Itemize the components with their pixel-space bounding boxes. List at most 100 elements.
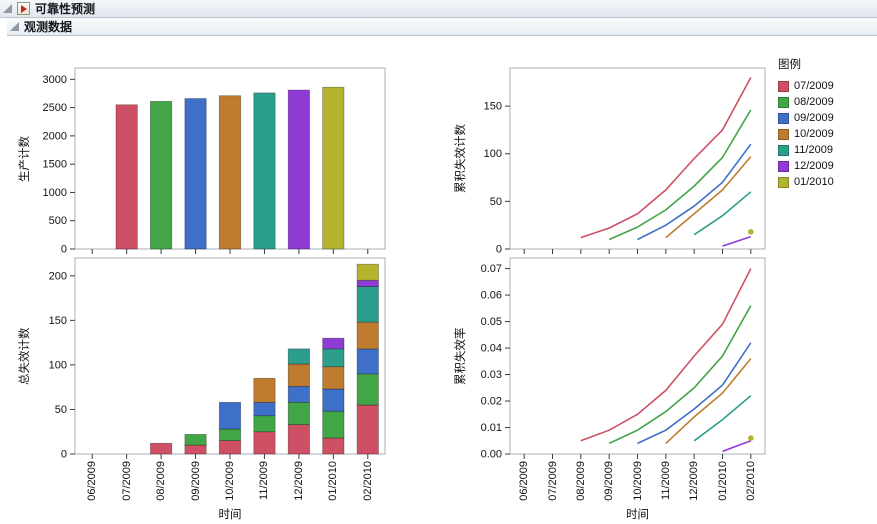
outline-title-observed-data[interactable]: 观测数据: [24, 20, 73, 34]
cumulative-failure-rate-line-chart[interactable]: 0.00 0.01 0.02 0.03 0.04 0.05 0.06 0.07: [465, 250, 770, 461]
bar-segment-08/2009[interactable]: [184, 433, 207, 446]
x-tick-label[interactable]: 12/2009: [688, 461, 701, 501]
line-09/2009[interactable]: [637, 342, 752, 445]
legend-label: 11/2009: [794, 144, 833, 156]
y-tick-label: 1000: [43, 187, 67, 199]
line-09/2009[interactable]: [637, 143, 752, 241]
line-12/2009[interactable]: [722, 440, 752, 453]
legend-swatch: [778, 144, 789, 156]
bar-10/2009[interactable]: [218, 95, 242, 250]
bar-segment-07/2009[interactable]: [150, 442, 173, 455]
outline-header-reliability-forecast[interactable]: 可靠性预测: [0, 0, 877, 18]
x-tick-label[interactable]: 10/2009: [224, 461, 236, 501]
bar-segment-11/2009[interactable]: [356, 286, 379, 323]
point-01/2010[interactable]: [748, 229, 754, 235]
bar-segment-09/2009[interactable]: [356, 348, 379, 375]
x-tick-label[interactable]: 08/2009: [574, 461, 587, 501]
line-08/2009[interactable]: [608, 109, 752, 241]
bar-segment-12/2009[interactable]: [322, 337, 345, 350]
y-tick-label: 0: [61, 449, 67, 461]
line-10/2009[interactable]: [665, 358, 752, 444]
x-tick-label[interactable]: 08/2009: [155, 461, 168, 501]
outline-header-observed-data[interactable]: 观测数据: [7, 18, 877, 36]
x-tick-label[interactable]: 02/2010: [361, 461, 374, 501]
x-tick-label[interactable]: 06/2009: [86, 461, 99, 501]
x-tick-label[interactable]: 01/2010: [327, 461, 340, 501]
chart-canvas: 0 500 1000 1500 2000 2500 3000: [43, 67, 386, 256]
legend-item-01/2010[interactable]: 01/2010: [778, 174, 834, 190]
x-tick-label[interactable]: 11/2009: [659, 461, 672, 500]
line-08/2009[interactable]: [608, 305, 752, 445]
bar-segment-12/2009[interactable]: [356, 279, 379, 287]
bar-segment-08/2009[interactable]: [322, 410, 345, 439]
x-axis-title-time-right[interactable]: 时间: [626, 509, 649, 521]
line-12/2009[interactable]: [722, 235, 752, 247]
bar-segment-10/2009[interactable]: [322, 366, 345, 390]
bar-segment-01/2010[interactable]: [356, 263, 379, 281]
bar-segment-09/2009[interactable]: [322, 388, 345, 412]
bar-segment-07/2009[interactable]: [253, 431, 276, 455]
bar-11/2009[interactable]: [253, 92, 276, 250]
x-tick-label[interactable]: 09/2009: [189, 461, 202, 501]
x-tick-label[interactable]: 10/2009: [631, 461, 644, 501]
bar-segment-09/2009[interactable]: [287, 385, 310, 403]
bar-01/2010[interactable]: [322, 86, 345, 250]
bar-segment-10/2009[interactable]: [287, 363, 310, 387]
x-tick-label[interactable]: 01/2010: [716, 461, 729, 501]
bar-segment-08/2009[interactable]: [253, 415, 276, 433]
bar-segment-07/2009[interactable]: [184, 444, 207, 455]
x-tick-label[interactable]: 06/2009: [518, 461, 531, 501]
y-tick-label: 0.05: [481, 316, 502, 328]
point-01/2010[interactable]: [748, 435, 754, 441]
x-axis-title-time-left[interactable]: 时间: [218, 509, 242, 521]
x-tick-label[interactable]: 07/2009: [120, 461, 133, 501]
line-10/2009[interactable]: [665, 156, 752, 239]
legend-item-07/2009[interactable]: 07/2009: [778, 78, 834, 94]
bar-segment-07/2009[interactable]: [356, 404, 379, 455]
legend-item-09/2009[interactable]: 09/2009: [778, 110, 834, 126]
bar-segment-08/2009[interactable]: [218, 428, 242, 442]
y-tick-label: 500: [49, 215, 67, 227]
legend-swatch: [778, 128, 789, 140]
legend-item-11/2009[interactable]: 11/2009: [778, 142, 834, 158]
plot-frame: [509, 257, 766, 455]
bar-segment-09/2009[interactable]: [253, 401, 276, 417]
x-tick-label[interactable]: 11/2009: [258, 461, 271, 500]
x-tick-label[interactable]: 09/2009: [603, 461, 616, 501]
production-count-bar-chart[interactable]: 0 500 1000 1500 2000 2500 3000: [30, 60, 390, 256]
bar-segment-07/2009[interactable]: [287, 424, 310, 455]
legend-item-10/2009[interactable]: 10/2009: [778, 126, 834, 142]
line-11/2009[interactable]: [693, 191, 752, 236]
bar-segment-07/2009[interactable]: [218, 440, 242, 455]
bar-12/2009[interactable]: [287, 89, 310, 250]
x-tick-label[interactable]: 07/2009: [546, 461, 559, 501]
outline-disclosure-icon[interactable]: [3, 4, 12, 13]
bar-segment-08/2009[interactable]: [287, 401, 310, 425]
x-tick-label[interactable]: 02/2010: [744, 461, 757, 501]
legend-item-12/2009[interactable]: 12/2009: [778, 158, 834, 174]
bar-segment-11/2009[interactable]: [322, 348, 345, 368]
bar-segment-10/2009[interactable]: [253, 377, 276, 403]
y-tick-label: 0: [61, 244, 67, 256]
bar-segment-10/2009[interactable]: [356, 321, 379, 350]
bar-segment-09/2009[interactable]: [218, 401, 242, 430]
bar-segment-11/2009[interactable]: [287, 348, 310, 365]
y-tick-label: 100: [484, 148, 502, 160]
red-triangle-menu-button[interactable]: [17, 2, 30, 15]
line-07/2009[interactable]: [580, 268, 752, 442]
report-body: 生产计数 总失效计数 累积失效计数 累积失效率 0 500 1000 1500 2000…: [0, 36, 877, 524]
legend-swatch: [778, 80, 789, 92]
total-failure-count-stacked-bar-chart[interactable]: 0 50 100 150 200: [30, 250, 390, 461]
bar-07/2009[interactable]: [115, 104, 138, 250]
bar-segment-08/2009[interactable]: [356, 373, 379, 406]
line-07/2009[interactable]: [580, 77, 752, 239]
line-11/2009[interactable]: [693, 395, 752, 442]
outline-title-reliability-forecast[interactable]: 可靠性预测: [35, 2, 96, 16]
cumulative-failure-count-line-chart[interactable]: 0 50 100 150: [465, 60, 770, 256]
bar-segment-07/2009[interactable]: [322, 437, 345, 455]
bar-08/2009[interactable]: [150, 100, 173, 250]
x-tick-label[interactable]: 12/2009: [292, 461, 305, 501]
legend-item-08/2009[interactable]: 08/2009: [778, 94, 834, 110]
outline-disclosure-icon-2[interactable]: [10, 22, 19, 31]
bar-09/2009[interactable]: [184, 98, 207, 250]
